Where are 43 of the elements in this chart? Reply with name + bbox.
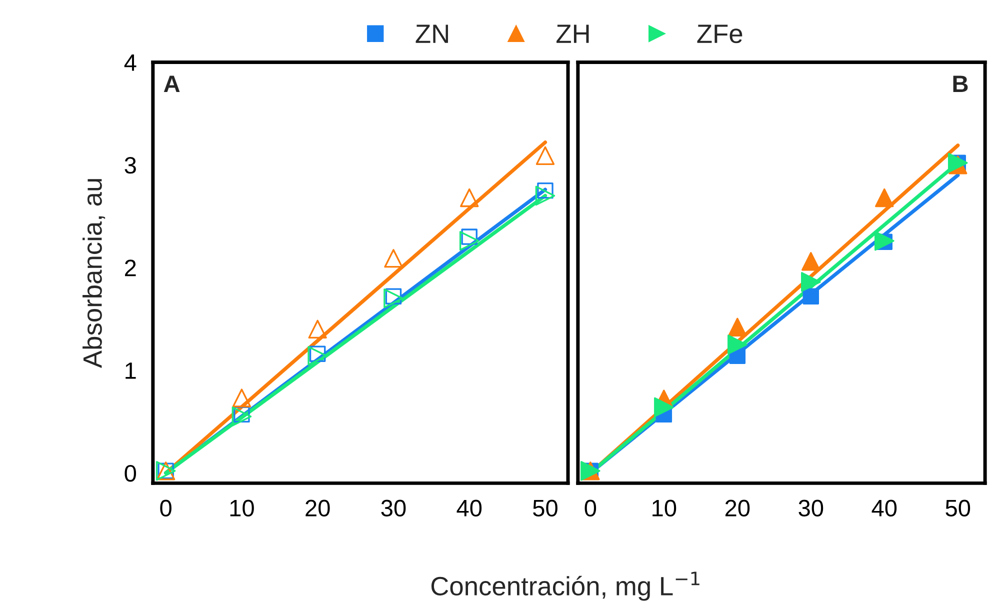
point	[308, 320, 327, 339]
legend-label: ZN	[416, 24, 448, 43]
y-tick-label: 1	[126, 362, 136, 379]
x-tick-label: 0	[584, 500, 596, 517]
point	[654, 397, 674, 418]
point	[384, 248, 403, 268]
y-tick-label: 3	[124, 156, 136, 174]
point	[875, 188, 894, 208]
x-tick-label: 0	[160, 500, 172, 517]
y-tick-label: 2	[125, 260, 136, 276]
point	[802, 252, 820, 271]
y-axis-title: Absorbancia, au	[82, 179, 106, 368]
point	[308, 346, 328, 366]
x-tick-label: 40	[872, 500, 897, 517]
x-tick-label: 10	[230, 500, 254, 517]
point	[728, 318, 747, 336]
y-tick-label: 4	[124, 54, 136, 71]
x-tick-label: 30	[381, 500, 406, 517]
x-tick-label: 40	[456, 500, 482, 517]
point	[728, 334, 748, 354]
legend-label: ZFe	[697, 24, 742, 44]
x-tick-label: 30	[798, 500, 824, 517]
x-tick-label: 10	[652, 500, 676, 517]
point	[385, 288, 402, 304]
point	[536, 146, 555, 165]
point	[460, 188, 479, 208]
point	[309, 346, 326, 362]
point	[535, 186, 556, 206]
point	[232, 406, 252, 426]
x-tick-label: 50	[946, 500, 970, 517]
x-tick-label: 20	[306, 500, 330, 517]
point	[232, 388, 252, 408]
legend-label: ZH	[556, 24, 589, 43]
annotation: A	[164, 76, 180, 92]
point	[459, 230, 480, 251]
x-tick-label: 20	[725, 500, 750, 517]
x-axis-title: Concentración, mg L$^{−1}$	[431, 572, 700, 601]
annotation: B	[953, 76, 968, 92]
y-tick-label: 0	[124, 465, 136, 482]
point	[800, 272, 821, 292]
point	[802, 288, 820, 304]
x-tick-label: 50	[533, 500, 558, 517]
point	[384, 288, 404, 308]
